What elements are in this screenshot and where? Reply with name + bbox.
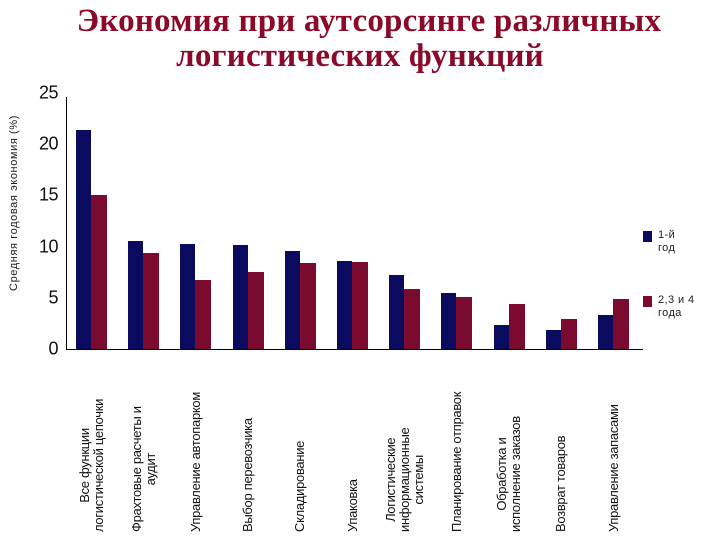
bar-years-2-4	[299, 262, 316, 349]
bar-year-1	[232, 244, 248, 349]
y-tick-label: 20	[38, 133, 59, 154]
bar-years-2-4	[456, 296, 473, 349]
chart-title: Экономия при аутсорсинге различных логис…	[0, 4, 720, 74]
x-category-label-line: Управление запасами	[605, 404, 621, 532]
x-category-label-line: аудит	[142, 452, 158, 486]
y-tick-label: 5	[48, 287, 58, 308]
x-category-label-line: Все функции	[76, 428, 92, 503]
bar-years-2-4	[560, 319, 577, 349]
chart-title-line-2: логистических функций	[176, 38, 544, 74]
x-category-label: Логистические информационные системы	[382, 427, 426, 532]
y-tick-label: 15	[38, 184, 59, 205]
x-category-label: Управление запасами	[605, 404, 621, 532]
x-category-label-line: исполнение заказов	[508, 416, 524, 532]
bar-years-2-4	[91, 195, 107, 349]
x-category-label: Выбор перевозчика	[240, 418, 256, 532]
x-category-label: Фрахтовые расчеты и аудит	[128, 406, 158, 532]
x-category-label-line: Упаковка	[344, 479, 360, 532]
legend-label: год	[658, 242, 676, 254]
x-category-label-line: Логистические	[382, 437, 398, 522]
bar-years-2-4	[195, 280, 212, 349]
x-category-label: Упаковка	[344, 479, 360, 532]
bar-year-1	[389, 275, 405, 349]
bar-year-1	[493, 325, 509, 349]
x-category-label-line: логистической цепочки	[90, 398, 106, 532]
bar-years-2-4	[247, 272, 264, 349]
x-category-label-line: Возврат товаров	[553, 435, 569, 532]
x-category-label: Управление автопарком	[187, 392, 203, 532]
x-category-label: Обработка и исполнение заказов	[494, 416, 524, 532]
bar-years-2-4	[508, 303, 525, 349]
x-category-label: Складирование	[292, 440, 308, 532]
bar-year-1	[284, 250, 300, 349]
bar-years-2-4	[404, 288, 421, 349]
x-category-label-line: Планирование отправок	[448, 391, 464, 532]
y-tick-label: 25	[38, 82, 59, 103]
y-tick-label: 0	[48, 338, 58, 359]
legend-label: 1-й	[658, 229, 676, 241]
bar-years-2-4	[143, 252, 160, 349]
bar-years-2-4	[352, 261, 368, 349]
y-tick-label: 10	[38, 236, 59, 257]
bar-year-1	[337, 260, 352, 349]
bar-year-1	[598, 315, 613, 349]
bar-years-2-4	[613, 298, 629, 349]
legend-swatch-years-2-4	[643, 296, 652, 307]
x-category-label: Все функции логистической цепочки	[76, 398, 106, 532]
bar-year-1	[128, 241, 144, 349]
x-category-label-line: Фрахтовые расчеты и	[128, 406, 144, 532]
x-category-label: Возврат товаров	[553, 435, 569, 532]
legend-label: 2,3 и 4	[658, 294, 695, 306]
x-category-label-line: Управление автопарком	[187, 392, 203, 532]
bar-year-1	[180, 243, 196, 349]
x-category-label-line: системы	[410, 455, 426, 505]
chart-title-line-1: Экономия при аутсорсинге различных	[76, 3, 662, 39]
legend-label: года	[658, 307, 682, 319]
bar-year-1	[76, 129, 91, 349]
legend-swatch-year-1	[643, 231, 652, 242]
bar-year-1	[545, 329, 561, 349]
x-category-label-line: информационные	[396, 427, 412, 532]
x-axis-line	[66, 349, 643, 350]
y-axis-line	[66, 97, 67, 350]
x-category-label-line: Обработка и	[494, 437, 510, 511]
bar-year-1	[441, 292, 457, 349]
x-category-label-line: Выбор перевозчика	[240, 418, 256, 532]
x-category-label: Планирование отправок	[448, 391, 464, 532]
x-category-label-line: Складирование	[292, 440, 308, 532]
